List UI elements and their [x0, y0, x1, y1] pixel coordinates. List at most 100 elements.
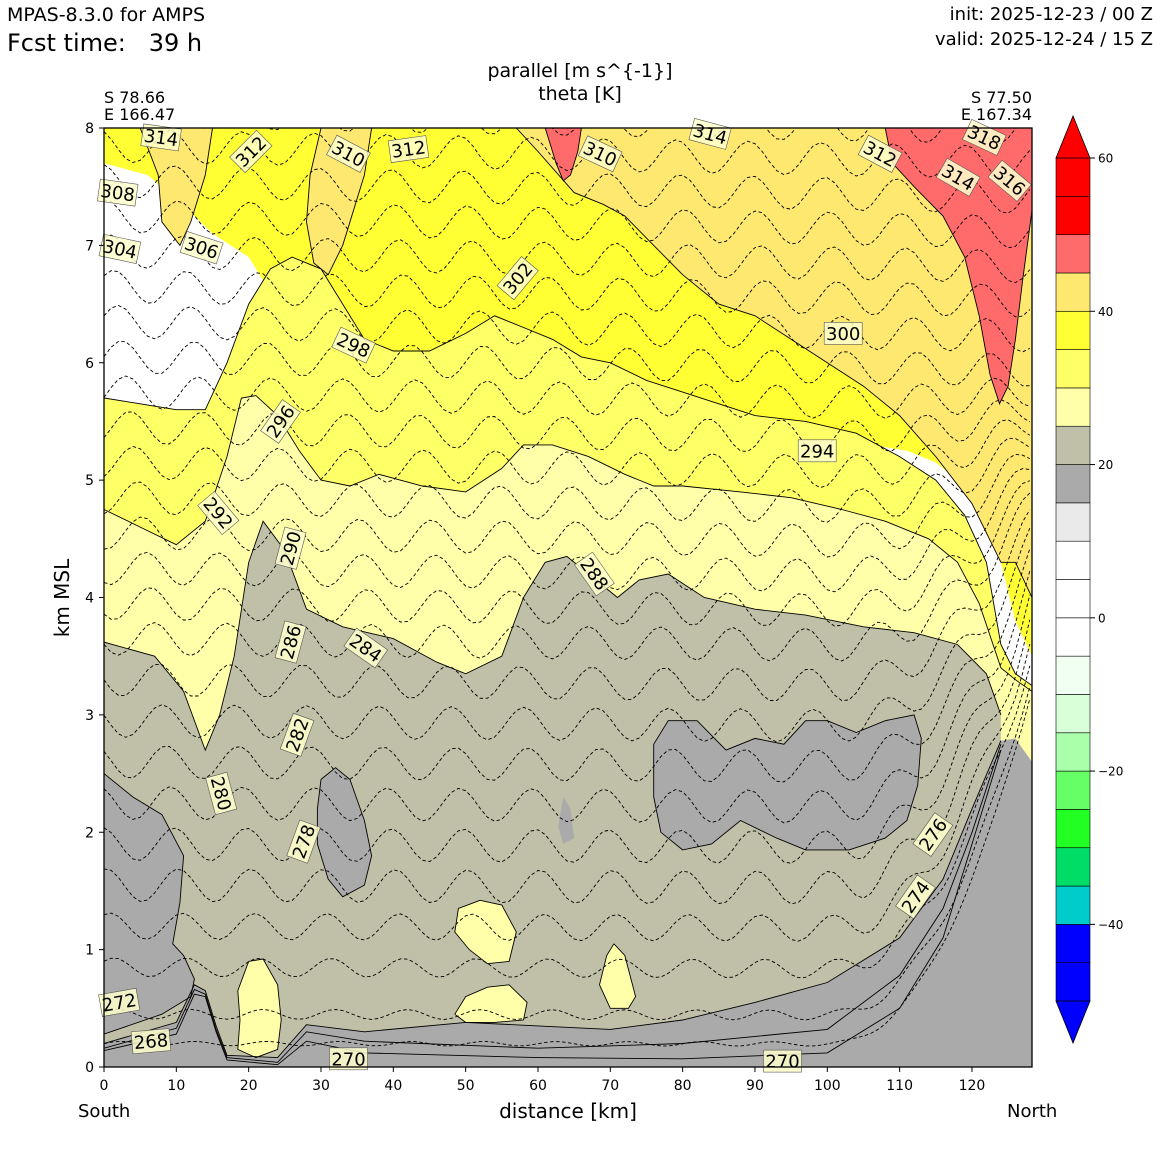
theta-contour-308 [104, 270, 1031, 318]
theta-label-box [98, 987, 141, 1017]
colorbar-swatch [1055, 234, 1091, 274]
y-axis-label: km MSL [50, 558, 74, 637]
chart-title: parallel [m s^{-1}] [487, 60, 673, 82]
shade-gray-pocket-south [104, 773, 195, 1035]
theta-label-text: 268 [133, 1030, 169, 1054]
shade-light-pocket-50km-low [454, 984, 528, 1023]
x-tick-label: 100 [814, 1078, 841, 1094]
theta-label: 312 [387, 135, 430, 163]
colorbar-swatch [1055, 885, 1091, 925]
theta-label-box [229, 129, 273, 174]
theta-label: 270 [763, 1049, 802, 1073]
theta-label-text: 308 [99, 181, 136, 207]
colorbar-swatch [1055, 847, 1091, 887]
theta-label: 294 [797, 439, 837, 462]
colorbar-tick-label: −20 [1098, 765, 1123, 779]
theta-contour-288 [104, 492, 1031, 662]
theta-label-box [895, 874, 936, 920]
colorbar-tick-label: 20 [1098, 458, 1113, 472]
speed-contour [544, 128, 582, 182]
right-endpoint-lon: E 167.34 [960, 105, 1032, 124]
colorbar-swatch [1055, 425, 1091, 465]
shade-gray-speck-63km [558, 797, 575, 844]
speed-contour [454, 984, 528, 1023]
shade-light-pocket-70km [599, 943, 636, 1009]
x-tick-label: 30 [312, 1078, 330, 1094]
theta-contour-314 [104, 164, 1031, 214]
theta-contour-286 [104, 509, 1031, 702]
theta-label-box [387, 135, 430, 163]
theta-contour-318 [197, 128, 1017, 145]
theta-label-box [140, 123, 182, 152]
theta-contour-270 [104, 686, 1031, 1021]
theta-label: 270 [329, 1047, 368, 1070]
speed-contour [104, 395, 1032, 692]
colorbar-swatch [1055, 770, 1091, 810]
theta-contour-296 [104, 437, 1031, 523]
speed-contour [104, 744, 1002, 1063]
speed-contour [599, 943, 637, 1009]
theta-label-text: 270 [765, 1052, 799, 1073]
x-tick-label: 80 [674, 1078, 692, 1094]
theta-label: 268 [130, 1028, 172, 1054]
theta-label-box [331, 326, 376, 364]
shade-red-patch-north [885, 128, 1032, 404]
theta-label-text: 270 [331, 1049, 365, 1070]
shade-light-pocket-52km [454, 900, 517, 964]
theta-label-box [935, 157, 981, 197]
colorbar-swatch [1055, 962, 1091, 1002]
theta-contour-272 [104, 665, 1031, 979]
x-tick-label: 110 [886, 1078, 913, 1094]
colorbar: 60 40 20 0 −20 −40 [1055, 114, 1123, 1045]
theta-label-box [912, 812, 954, 857]
colorbar-tick-label: −40 [1098, 918, 1123, 932]
speed-contour [104, 773, 195, 1035]
colorbar-swatch [1055, 502, 1091, 542]
theta-label: 304 [98, 233, 142, 264]
theta-contour-306 [104, 305, 1030, 353]
x-tick-label: 70 [601, 1078, 619, 1094]
theta-label-box [577, 135, 623, 173]
y-tick-label: 0 [85, 1060, 94, 1076]
x-tick-label: 120 [959, 1078, 986, 1094]
x-tick-label: 90 [746, 1078, 764, 1094]
speed-contour [104, 749, 1002, 1066]
theta-contour-300 [104, 399, 1031, 453]
theta-label-box [97, 178, 139, 207]
shade-orange-yellow-upper [104, 128, 1032, 598]
forecast-time-value: 39 h [148, 29, 203, 57]
colorbar-extend-bottom [1055, 1000, 1091, 1045]
shade-gray-pocket-80km [653, 714, 922, 850]
south-label: South [78, 1101, 131, 1122]
y-tick-label: 4 [85, 591, 94, 607]
forecast-time: Fcst time: 39 h [7, 29, 202, 57]
theta-label: 300 [823, 322, 863, 345]
theta-label: 312 [857, 134, 903, 173]
theta-label: 308 [97, 178, 139, 207]
theta-label-box [574, 551, 615, 597]
theta-label-box [179, 230, 224, 265]
theta-contour-278 [104, 594, 1031, 864]
shade-mid-khaki [104, 521, 1001, 1058]
right-endpoint-coords: S 77.50 E 167.34 [961, 89, 1032, 123]
colorbar-swatch [1055, 694, 1091, 734]
theta-contour-298 [104, 419, 1031, 489]
theta-label-box [197, 490, 240, 536]
speed-contour [104, 256, 1032, 686]
init-time: init: 2025-12-23 / 00 Z [949, 4, 1153, 25]
speed-contour [653, 714, 922, 851]
colorbar-swatch [1055, 655, 1091, 695]
colorbar-swatch [1055, 540, 1091, 580]
theta-contour-292 [104, 468, 1030, 593]
colorbar-swatch [1055, 732, 1091, 772]
theta-label-box [274, 620, 307, 664]
y-tick-label: 8 [85, 121, 94, 137]
speed-contour [104, 740, 1002, 1059]
north-label: North [1007, 1101, 1058, 1122]
x-tick-label: 60 [529, 1078, 547, 1094]
x-tick-label: 50 [457, 1078, 475, 1094]
y-tick-label: 7 [85, 238, 94, 254]
theta-label-box [260, 399, 301, 444]
colorbar-extend-top [1055, 114, 1091, 159]
theta-label-box [343, 627, 389, 669]
